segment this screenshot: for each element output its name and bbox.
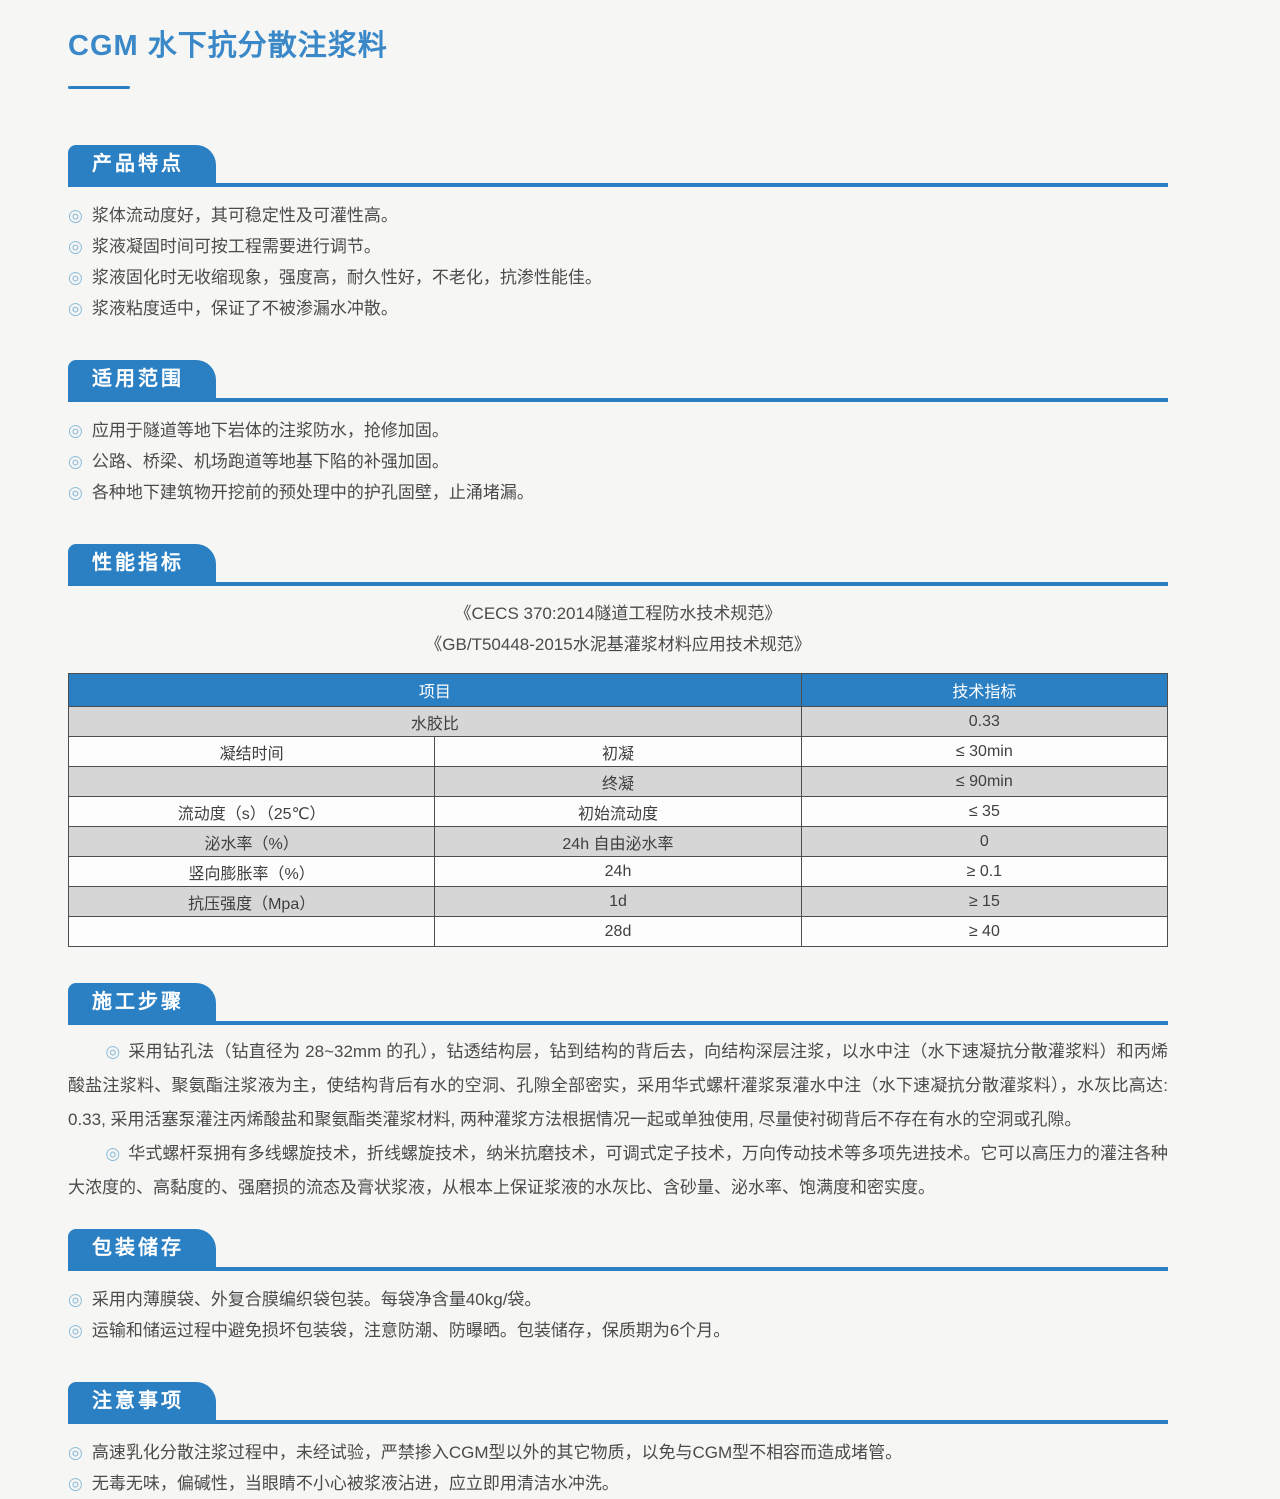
table-cell: ≥ 15 (800, 886, 1169, 917)
table-cell: 0.33 (800, 706, 1169, 737)
list-item: ◎ 公路、桥梁、机场跑道等地基下陷的补强加固。 (68, 446, 1168, 477)
double-circle-bullet-icon: ◎ (68, 268, 83, 287)
table-row: 流动度（s）（25℃） 初始流动度 ≤ 35 (67, 796, 1169, 827)
list-item-text: 浆体流动度好，其可稳定性及可灌性高。 (91, 206, 398, 225)
construction-paragraphs: ◎ 采用钻孔法（钻直径为 28~32mm 的孔），钻透结构层，钻到结构的背后去，向… (68, 1035, 1168, 1205)
list-item-text: 无毒无味，偏碱性，当眼睛不小心被浆液沾进，应立即用清洁水冲洗。 (91, 1474, 619, 1493)
table-cell: 终凝 (434, 766, 802, 797)
table-row: 竖向膨胀率（%） 24h ≥ 0.1 (67, 856, 1169, 887)
table-header-row: 项目 技术指标 (68, 673, 1169, 707)
list-item: ◎ 无毒无味，偏碱性，当眼睛不小心被浆液沾进，应立即用清洁水冲洗。 (68, 1468, 1168, 1499)
section-tab-scope: 适用范围 (68, 360, 216, 398)
table-row: 抗压强度（Mpa） 1d ≥ 15 (67, 886, 1169, 917)
table-cell: 流动度（s）（25℃） (67, 796, 436, 827)
double-circle-bullet-icon: ◎ (105, 1042, 121, 1061)
table-cell (67, 766, 436, 797)
double-circle-bullet-icon: ◎ (68, 1321, 83, 1340)
table-cell: ≤ 90min (800, 766, 1169, 797)
double-circle-bullet-icon: ◎ (68, 1443, 83, 1462)
section-header-features: 产品特点 (68, 145, 1168, 187)
list-item: ◎ 运输和储运过程中避免损坏包装袋，注意防潮、防曝晒。包装储存，保质期为6个月。 (68, 1315, 1168, 1346)
section-header-scope: 适用范围 (68, 360, 1168, 402)
standards-references: 《CECS 370:2014隧道工程防水技术规范》 《GB/T50448-201… (68, 598, 1168, 660)
paragraph: ◎ 采用钻孔法（钻直径为 28~32mm 的孔），钻透结构层，钻到结构的背后去，向… (68, 1035, 1168, 1137)
scope-list: ◎ 应用于隧道等地下岩体的注浆防水，抢修加固。 ◎ 公路、桥梁、机场跑道等地基下陷的… (68, 415, 1168, 508)
section-tab-precautions: 注意事项 (68, 1382, 216, 1420)
table-cell: 竖向膨胀率（%） (67, 856, 436, 887)
column-header-value: 技术指标 (800, 673, 1169, 707)
table-cell: 24h 自由泌水率 (434, 826, 802, 857)
table-row: 28d ≥ 40 (67, 916, 1169, 947)
list-item: ◎ 浆体流动度好，其可稳定性及可灌性高。 (68, 200, 1168, 231)
table-cell: 初凝 (434, 736, 802, 767)
list-item-text: 应用于隧道等地下岩体的注浆防水，抢修加固。 (91, 421, 449, 440)
paragraph-text: 采用钻孔法（钻直径为 28~32mm 的孔），钻透结构层，钻到结构的背后去，向结… (68, 1042, 1168, 1129)
table-cell: ≥ 0.1 (800, 856, 1169, 887)
table-cell: 抗压强度（Mpa） (67, 886, 436, 917)
list-item: ◎ 各种地下建筑物开挖前的预处理中的护孔固壁，止涌堵漏。 (68, 477, 1168, 508)
double-circle-bullet-icon: ◎ (68, 421, 83, 440)
list-item: ◎ 浆液凝固时间可按工程需要进行调节。 (68, 231, 1168, 262)
double-circle-bullet-icon: ◎ (68, 1474, 83, 1493)
double-circle-bullet-icon: ◎ (68, 237, 83, 256)
paragraph-text: 华式螺杆泵拥有多线螺旋技术，折线螺旋技术，纳米抗磨技术，可调式定子技术，万向传动… (68, 1144, 1168, 1197)
standard-reference: 《CECS 370:2014隧道工程防水技术规范》 (454, 604, 782, 623)
list-item: ◎ 浆液粘度适中，保证了不被渗漏水冲散。 (68, 293, 1168, 324)
list-item: ◎ 浆液固化时无收缩现象，强度高，耐久性好，不老化，抗渗性能佳。 (68, 262, 1168, 293)
table-cell: ≤ 35 (800, 796, 1169, 827)
table-cell: 1d (434, 886, 802, 917)
table-cell: ≤ 30min (800, 736, 1169, 767)
list-item-text: 浆液凝固时间可按工程需要进行调节。 (91, 237, 381, 256)
precautions-list: ◎ 高速乳化分散注浆过程中，未经试验，严禁掺入CGM型以外的其它物质，以免与CGM… (68, 1437, 1168, 1499)
list-item-text: 运输和储运过程中避免损坏包装袋，注意防潮、防曝晒。包装储存，保质期为6个月。 (91, 1321, 731, 1340)
table-cell: 泌水率（%） (67, 826, 436, 857)
page-title: CGM 水下抗分散注浆料 (68, 30, 388, 62)
table-row: 泌水率（%） 24h 自由泌水率 0 (67, 826, 1169, 857)
list-item-text: 浆液固化时无收缩现象，强度高，耐久性好，不老化，抗渗性能佳。 (91, 268, 602, 287)
list-item-text: 各种地下建筑物开挖前的预处理中的护孔固壁，止涌堵漏。 (91, 483, 534, 502)
packaging-list: ◎ 采用内薄膜袋、外复合膜编织袋包装。每袋净含量40kg/袋。 ◎ 运输和储运过程中… (68, 1284, 1168, 1346)
section-tab-construction: 施工步骤 (68, 983, 216, 1021)
table-cell: 凝结时间 (67, 736, 436, 767)
double-circle-bullet-icon: ◎ (68, 299, 83, 318)
table-row: 凝结时间 初凝 ≤ 30min (67, 736, 1169, 767)
performance-table: 项目 技术指标 水胶比 0.33 凝结时间 初凝 ≤ 30min 终凝 ≤ 90… (67, 673, 1169, 947)
list-item: ◎ 应用于隧道等地下岩体的注浆防水，抢修加固。 (68, 415, 1168, 446)
table-cell (67, 916, 436, 947)
section-header-packaging: 包装储存 (68, 1229, 1168, 1271)
section-tab-performance: 性能指标 (68, 544, 216, 582)
table-row: 水胶比 0.33 (68, 706, 1169, 737)
table-cell: ≥ 40 (800, 916, 1169, 947)
table-row: 终凝 ≤ 90min (67, 766, 1169, 797)
list-item-text: 采用内薄膜袋、外复合膜编织袋包装。每袋净含量40kg/袋。 (91, 1290, 542, 1309)
double-circle-bullet-icon: ◎ (68, 206, 83, 225)
table-cell: 24h (434, 856, 802, 887)
list-item: ◎ 采用内薄膜袋、外复合膜编织袋包装。每袋净含量40kg/袋。 (68, 1284, 1168, 1315)
table-cell: 初始流动度 (434, 796, 802, 827)
title-underline (68, 86, 130, 89)
standard-reference: 《GB/T50448-2015水泥基灌浆材料应用技术规范》 (425, 635, 811, 654)
list-item: ◎ 高速乳化分散注浆过程中，未经试验，严禁掺入CGM型以外的其它物质，以免与CGM… (68, 1437, 1168, 1468)
features-list: ◎ 浆体流动度好，其可稳定性及可灌性高。 ◎ 浆液凝固时间可按工程需要进行调节。 ◎… (68, 200, 1168, 324)
section-header-performance: 性能指标 (68, 544, 1168, 586)
section-header-precautions: 注意事项 (68, 1382, 1168, 1424)
list-item-text: 高速乳化分散注浆过程中，未经试验，严禁掺入CGM型以外的其它物质，以免与CGM型… (91, 1443, 903, 1462)
table-cell: 28d (434, 916, 802, 947)
section-tab-features: 产品特点 (68, 145, 216, 183)
table-cell: 0 (800, 826, 1169, 857)
column-header-item: 项目 (68, 673, 802, 707)
double-circle-bullet-icon: ◎ (105, 1144, 121, 1163)
table-cell: 水胶比 (68, 706, 802, 737)
double-circle-bullet-icon: ◎ (68, 483, 83, 502)
paragraph: ◎ 华式螺杆泵拥有多线螺旋技术，折线螺旋技术，纳米抗磨技术，可调式定子技术，万向传… (68, 1137, 1168, 1205)
section-header-construction: 施工步骤 (68, 983, 1168, 1025)
list-item-text: 公路、桥梁、机场跑道等地基下陷的补强加固。 (91, 452, 449, 471)
list-item-text: 浆液粘度适中，保证了不被渗漏水冲散。 (91, 299, 398, 318)
double-circle-bullet-icon: ◎ (68, 1290, 83, 1309)
double-circle-bullet-icon: ◎ (68, 452, 83, 471)
section-tab-packaging: 包装储存 (68, 1229, 216, 1267)
